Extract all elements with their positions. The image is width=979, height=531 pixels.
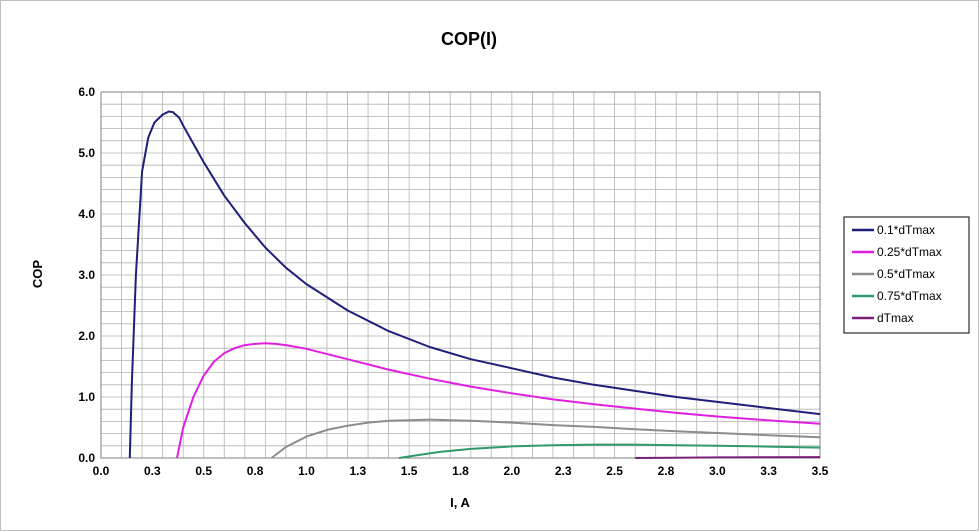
grid bbox=[101, 92, 820, 458]
x-tick-label: 2.8 bbox=[658, 464, 675, 478]
y-tick-label: 5.0 bbox=[78, 146, 95, 160]
series-line-1 bbox=[128, 110, 821, 459]
y-tick-label: 1.0 bbox=[78, 390, 95, 404]
y-axis: 0.0 1.0 2.0 3.0 4.0 5.0 6.0 bbox=[78, 85, 95, 465]
x-tick-label: 0.8 bbox=[247, 464, 264, 478]
x-tick-label: 0.5 bbox=[195, 464, 212, 478]
x-tick-label: 3.0 bbox=[709, 464, 726, 478]
x-tick-label: 1.3 bbox=[349, 464, 366, 478]
x-tick-label: 0.3 bbox=[144, 464, 161, 478]
y-tick-label: 3.0 bbox=[78, 268, 95, 282]
series-line-3 bbox=[270, 418, 821, 459]
legend-label-3: 0.5*dTmax bbox=[877, 267, 935, 281]
series-line-4 bbox=[398, 443, 821, 459]
y-tick-label: 2.0 bbox=[78, 329, 95, 343]
plot-area bbox=[100, 91, 821, 459]
y-tick-label: 0.0 bbox=[78, 451, 95, 465]
x-tick-label: 2.0 bbox=[504, 464, 521, 478]
x-tick-label: 3.3 bbox=[760, 464, 777, 478]
x-tick-label: 1.0 bbox=[298, 464, 315, 478]
legend: 0.1*dTmax 0.25*dTmax 0.5*dTmax 0.75*dTmax dT… bbox=[843, 216, 970, 334]
series-line-5 bbox=[635, 456, 821, 459]
x-tick-label: 3.5 bbox=[812, 464, 829, 478]
y-tick-label: 4.0 bbox=[78, 207, 95, 221]
x-tick-label: 2.5 bbox=[606, 464, 623, 478]
x-axis-title: I, A bbox=[450, 495, 470, 510]
series-group bbox=[128, 110, 821, 459]
series-line-2 bbox=[176, 342, 821, 459]
legend-label-4: 0.75*dTmax bbox=[877, 289, 942, 303]
y-axis-title: COP bbox=[30, 260, 45, 289]
x-tick-label: 2.3 bbox=[555, 464, 572, 478]
legend-label-2: 0.25*dTmax bbox=[877, 245, 942, 259]
chart-title: COP(I) bbox=[441, 29, 497, 49]
x-tick-label: 0.0 bbox=[93, 464, 110, 478]
x-axis: 0.0 0.3 0.5 0.8 1.0 1.3 1.5 1.8 2.0 2.3 2.5 2.8 3.0 3… bbox=[93, 464, 829, 478]
y-tick-label: 6.0 bbox=[78, 85, 95, 99]
x-tick-label: 1.5 bbox=[401, 464, 418, 478]
legend-label-1: 0.1*dTmax bbox=[877, 223, 935, 237]
x-tick-label: 1.8 bbox=[452, 464, 469, 478]
legend-label-5: dTmax bbox=[877, 311, 914, 325]
